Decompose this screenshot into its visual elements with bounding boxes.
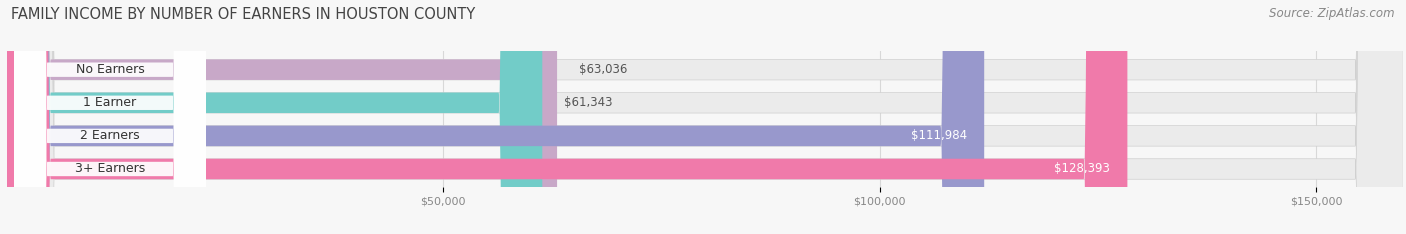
Text: $63,036: $63,036 <box>579 63 627 76</box>
FancyBboxPatch shape <box>7 0 543 234</box>
Text: 3+ Earners: 3+ Earners <box>75 162 145 176</box>
Text: No Earners: No Earners <box>76 63 145 76</box>
FancyBboxPatch shape <box>7 0 984 234</box>
Text: $61,343: $61,343 <box>564 96 613 109</box>
Text: $128,393: $128,393 <box>1054 162 1109 176</box>
Text: 2 Earners: 2 Earners <box>80 129 139 143</box>
Text: FAMILY INCOME BY NUMBER OF EARNERS IN HOUSTON COUNTY: FAMILY INCOME BY NUMBER OF EARNERS IN HO… <box>11 7 475 22</box>
FancyBboxPatch shape <box>7 0 557 234</box>
FancyBboxPatch shape <box>7 0 1403 234</box>
FancyBboxPatch shape <box>7 0 1403 234</box>
FancyBboxPatch shape <box>7 0 1128 234</box>
FancyBboxPatch shape <box>14 0 207 234</box>
FancyBboxPatch shape <box>7 0 1403 234</box>
FancyBboxPatch shape <box>14 0 207 234</box>
Text: Source: ZipAtlas.com: Source: ZipAtlas.com <box>1270 7 1395 20</box>
FancyBboxPatch shape <box>14 0 207 234</box>
Text: 1 Earner: 1 Earner <box>83 96 136 109</box>
FancyBboxPatch shape <box>7 0 1403 234</box>
Text: $111,984: $111,984 <box>911 129 967 143</box>
FancyBboxPatch shape <box>14 0 207 234</box>
